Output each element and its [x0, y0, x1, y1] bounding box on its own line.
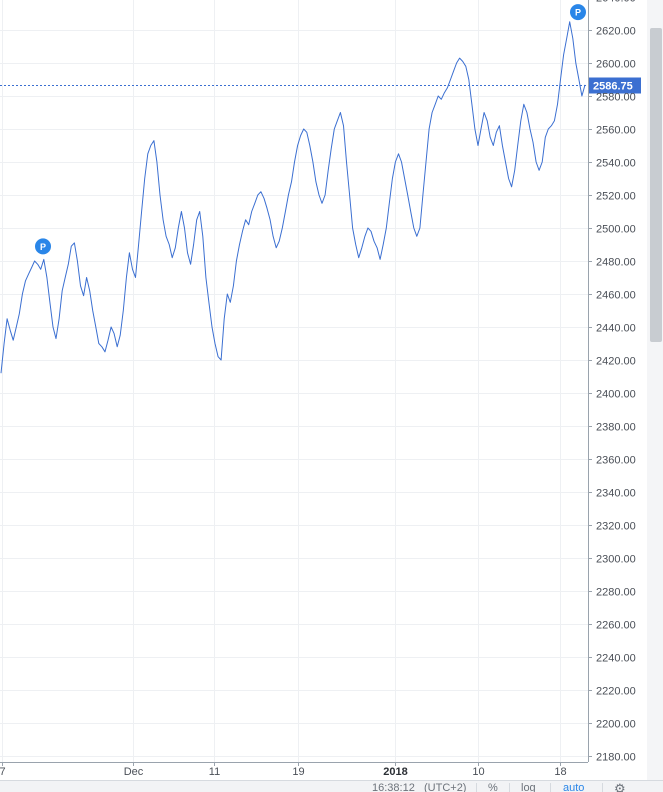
- y-tick-label: 2560.00: [596, 125, 636, 137]
- marker-label: P: [575, 8, 581, 18]
- y-tick-label: 2440.00: [596, 323, 636, 335]
- y-tick-label: 2280.00: [596, 587, 636, 599]
- x-tick-label: 10: [472, 766, 484, 778]
- axes: 2180.00 2200.00 2220.00 2240.00 2260.00 2280.…: [0, 0, 636, 778]
- clock-readout: 16:38:12: [372, 782, 415, 792]
- x-tick-label: 18: [554, 766, 566, 778]
- y-tick-label: 2380.00: [596, 422, 636, 434]
- y-tick-label: 2600.00: [596, 59, 636, 71]
- y-tick-label: 2180.00: [596, 752, 636, 764]
- vertical-scrollbar[interactable]: [647, 0, 663, 780]
- x-tick-label: Dec: [124, 766, 144, 778]
- gear-icon[interactable]: ⚙: [614, 782, 626, 792]
- y-tick-label: 2540.00: [596, 158, 636, 170]
- y-tick-label: 2520.00: [596, 191, 636, 203]
- y-tick-label: 2220.00: [596, 686, 636, 698]
- log-scale-button[interactable]: log: [521, 782, 536, 792]
- x-tick-label: 2018: [383, 766, 407, 778]
- y-tick-label: 2500.00: [596, 224, 636, 236]
- y-tick-label: 2460.00: [596, 290, 636, 302]
- toolbar-divider: [550, 783, 551, 792]
- y-tick-label: 2300.00: [596, 554, 636, 566]
- auto-scale-button[interactable]: auto: [563, 782, 585, 792]
- markers: PP: [35, 4, 586, 255]
- bottom-toolbar: 16:38:12 (UTC+2) % log auto ⚙: [0, 780, 663, 792]
- y-tick-label: 2320.00: [596, 521, 636, 533]
- x-tick-label: 19: [292, 766, 304, 778]
- y-tick-label: 2360.00: [596, 455, 636, 467]
- percent-scale-button[interactable]: %: [488, 782, 498, 792]
- y-tick-label: 2580.00: [596, 92, 636, 104]
- series-group: [0, 21, 586, 374]
- marker-badge: [570, 4, 586, 21]
- marker-badge: [35, 238, 51, 255]
- toolbar-divider: [602, 783, 603, 792]
- y-tick-label: 2260.00: [596, 620, 636, 632]
- x-tick-label: 11: [209, 766, 220, 778]
- y-tick-label: 2200.00: [596, 719, 636, 731]
- current-price-label-bg: [589, 77, 641, 94]
- y-tick-label: 2240.00: [596, 653, 636, 665]
- toolbar-divider: [509, 783, 510, 792]
- scrollbar-thumb[interactable]: [650, 28, 662, 342]
- toolbar-divider: [476, 783, 477, 792]
- y-tick-label: 2620.00: [596, 26, 636, 38]
- y-tick-label: 2340.00: [596, 488, 636, 500]
- current-price-line-group: 2586.75: [0, 77, 641, 94]
- y-tick-label: 2400.00: [596, 389, 636, 401]
- y-tick-label: 2640.00: [596, 0, 636, 5]
- marker-label: P: [40, 242, 46, 252]
- current-price-label: 2586.75: [593, 81, 633, 93]
- price-series-line: [0, 21, 586, 374]
- x-tick-label: 7: [0, 766, 6, 778]
- y-tick-label: 2420.00: [596, 356, 636, 368]
- y-tick-label: 2480.00: [596, 257, 636, 269]
- timezone-selector[interactable]: (UTC+2): [424, 782, 467, 792]
- grid: [0, 0, 588, 762]
